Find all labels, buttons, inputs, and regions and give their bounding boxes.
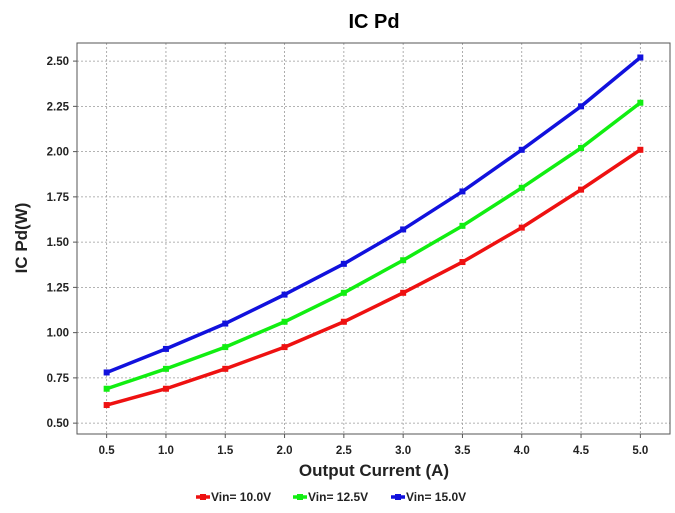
data-point (518, 184, 525, 191)
series-layer (103, 54, 644, 409)
data-point (578, 186, 585, 193)
legend-swatch-marker (395, 494, 401, 500)
x-tick-label: 1.5 (217, 445, 234, 457)
y-axis: 0.50 0.75 1.00 1.25 1.50 1.75 2.00 2.25 2.50 (47, 56, 77, 430)
data-point (281, 318, 288, 325)
data-point (578, 103, 585, 110)
data-point (637, 54, 644, 61)
legend-label: Vin= 10.0V (211, 490, 271, 504)
data-point (518, 146, 525, 153)
x-tick-label: 0.5 (99, 445, 116, 457)
series-line (106, 148, 642, 407)
data-point (578, 144, 585, 151)
y-tick-label: 2.50 (47, 56, 69, 68)
y-axis-label: IC Pd(W) (12, 203, 31, 274)
data-point (340, 289, 347, 296)
data-point (400, 257, 407, 264)
plot-frame (76, 42, 671, 435)
data-point (637, 99, 644, 106)
y-tick-label: 1.75 (47, 192, 70, 204)
data-point (103, 369, 110, 376)
series-line (106, 101, 642, 391)
x-axis-label: Output Current (A) (299, 461, 449, 480)
data-point (162, 365, 169, 372)
data-point (400, 289, 407, 296)
legend-swatch-marker (200, 494, 206, 500)
x-tick-label: 3.5 (454, 445, 471, 457)
data-point (281, 291, 288, 298)
legend-label: Vin= 15.0V (406, 490, 466, 504)
data-point (222, 344, 229, 351)
data-point (162, 385, 169, 392)
y-tick-label: 0.75 (47, 373, 70, 385)
x-axis: 0.5 1.0 1.5 2.0 2.5 3.0 3.5 4.0 4.5 5.0 (99, 434, 648, 457)
data-point (459, 222, 466, 229)
data-point (103, 402, 110, 409)
legend-item: Vin= 12.5V (293, 490, 368, 504)
data-point (222, 320, 229, 327)
x-tick-label: 5.0 (632, 445, 648, 457)
x-tick-label: 3.0 (395, 445, 411, 457)
data-point (400, 226, 407, 233)
data-point (518, 224, 525, 231)
legend: Vin= 10.0V Vin= 12.5V Vin= 15.0V (196, 490, 466, 504)
x-tick-label: 4.5 (573, 445, 590, 457)
data-point (103, 385, 110, 392)
x-tick-label: 1.0 (158, 445, 174, 457)
data-point (459, 259, 466, 266)
y-tick-label: 1.50 (47, 237, 69, 249)
x-tick-label: 2.5 (336, 445, 353, 457)
y-tick-label: 0.50 (47, 418, 69, 430)
data-point (340, 318, 347, 325)
data-point (281, 344, 288, 351)
grid (77, 43, 670, 434)
y-tick-label: 1.00 (47, 328, 69, 340)
legend-item: Vin= 15.0V (391, 490, 466, 504)
legend-item: Vin= 10.0V (196, 490, 271, 504)
series-line (106, 56, 642, 375)
y-tick-label: 1.25 (47, 282, 70, 294)
x-tick-label: 4.0 (514, 445, 530, 457)
legend-label: Vin= 12.5V (308, 490, 368, 504)
data-point (162, 345, 169, 352)
legend-swatch-marker (297, 494, 303, 500)
data-point (637, 146, 644, 153)
series-1 (103, 146, 644, 409)
y-tick-label: 2.00 (47, 147, 69, 159)
data-point (340, 260, 347, 267)
data-point (459, 188, 466, 195)
y-tick-label: 2.25 (47, 101, 70, 113)
series-2 (103, 99, 644, 392)
x-tick-label: 2.0 (277, 445, 293, 457)
series-3 (103, 54, 644, 376)
chart-title: IC Pd (348, 11, 399, 33)
data-point (222, 365, 229, 372)
